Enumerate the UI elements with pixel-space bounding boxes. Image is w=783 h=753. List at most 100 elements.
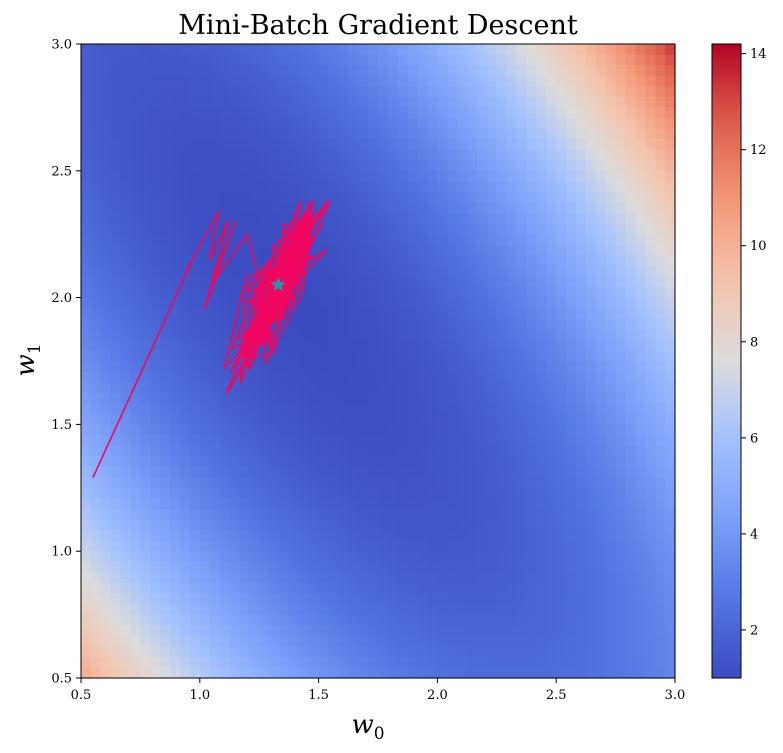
- heatmap-cell: [368, 403, 379, 415]
- heatmap-cell: [189, 65, 201, 77]
- heatmap-cell: [308, 350, 320, 362]
- heatmap-cell: [150, 656, 161, 669]
- heatmap-cell: [328, 582, 339, 595]
- heatmap-cell: [457, 117, 468, 130]
- heatmap-cell: [348, 86, 359, 98]
- heatmap-cell: [378, 213, 389, 225]
- heatmap-cell: [595, 551, 607, 563]
- heatmap-cell: [486, 128, 498, 140]
- heatmap-cell: [358, 107, 369, 119]
- heatmap-cell: [556, 202, 567, 214]
- heatmap-cell: [585, 487, 597, 499]
- heatmap-cell: [338, 551, 349, 563]
- heatmap-cell: [595, 318, 607, 330]
- heatmap-cell: [269, 382, 280, 394]
- heatmap-cell: [556, 656, 567, 669]
- heatmap-cell: [387, 96, 399, 108]
- heatmap-cell: [546, 656, 557, 669]
- heatmap-cell: [189, 117, 201, 130]
- heatmap-cell: [536, 170, 547, 182]
- heatmap-cell: [665, 202, 676, 214]
- heatmap-cell: [209, 86, 221, 98]
- heatmap-cell: [477, 477, 488, 489]
- heatmap-cell: [90, 128, 102, 140]
- heatmap-cell: [189, 646, 201, 658]
- heatmap-cell: [427, 667, 438, 679]
- heatmap-cell: [506, 329, 518, 341]
- heatmap-cell: [605, 170, 617, 182]
- heatmap-cell: [417, 191, 429, 204]
- heatmap-cell: [239, 75, 250, 87]
- heatmap-cell: [298, 339, 310, 352]
- heatmap-cell: [150, 614, 161, 626]
- heatmap-cell: [120, 255, 132, 267]
- heatmap-cell: [457, 477, 468, 489]
- heatmap-cell: [576, 318, 587, 330]
- heatmap-cell: [160, 382, 171, 394]
- heatmap-cell: [348, 667, 359, 679]
- heatmap-cell: [447, 424, 458, 436]
- heatmap-cell: [219, 445, 231, 457]
- heatmap-cell: [358, 456, 369, 468]
- heatmap-cell: [199, 625, 211, 637]
- heatmap-cell: [229, 329, 240, 341]
- heatmap-cell: [338, 117, 349, 130]
- heatmap-cell: [486, 371, 498, 383]
- heatmap-cell: [348, 191, 359, 204]
- heatmap-cell: [170, 244, 181, 256]
- heatmap-cell: [447, 593, 458, 605]
- heatmap-cell: [427, 614, 438, 626]
- heatmap-cell: [189, 434, 201, 447]
- heatmap-cell: [130, 160, 141, 172]
- heatmap-cell: [417, 117, 429, 130]
- heatmap-cell: [467, 329, 478, 341]
- heatmap-cell: [229, 561, 240, 573]
- heatmap-cell: [496, 191, 508, 204]
- heatmap-cell: [279, 107, 290, 119]
- heatmap-cell: [90, 403, 102, 415]
- heatmap-cell: [130, 139, 141, 151]
- heatmap-cell: [180, 287, 191, 299]
- heatmap-cell: [318, 361, 330, 373]
- heatmap-cell: [655, 551, 666, 563]
- heatmap-cell: [199, 614, 211, 626]
- heatmap-cell: [160, 561, 171, 573]
- heatmap-cell: [81, 667, 92, 679]
- heatmap-cell: [229, 308, 240, 320]
- heatmap-cell: [447, 191, 458, 204]
- heatmap-cell: [417, 287, 429, 299]
- heatmap-cell: [625, 582, 636, 595]
- heatmap-cell: [407, 139, 419, 151]
- heatmap-cell: [81, 44, 92, 56]
- heatmap-cell: [110, 350, 122, 362]
- heatmap-cell: [120, 329, 132, 341]
- heatmap-cell: [447, 318, 458, 330]
- heatmap-cell: [566, 445, 577, 457]
- heatmap-cell: [556, 255, 567, 267]
- heatmap-cell: [655, 86, 666, 98]
- heatmap-cell: [496, 392, 508, 404]
- heatmap-cell: [566, 86, 577, 98]
- heatmap-cell: [348, 477, 359, 489]
- heatmap-cell: [348, 234, 359, 246]
- heatmap-cell: [189, 287, 201, 299]
- heatmap-cell: [556, 181, 567, 193]
- heatmap-cell: [645, 329, 656, 341]
- heatmap-cell: [120, 582, 132, 595]
- heatmap-cell: [120, 382, 132, 394]
- heatmap-cell: [368, 614, 379, 626]
- heatmap-cell: [595, 582, 607, 595]
- heatmap-cell: [635, 149, 646, 161]
- heatmap-cell: [566, 667, 577, 679]
- heatmap-cell: [259, 170, 270, 182]
- heatmap-cell: [467, 297, 478, 309]
- heatmap-cell: [546, 614, 557, 626]
- heatmap-cell: [318, 498, 330, 510]
- heatmap-cell: [407, 625, 419, 637]
- heatmap-cell: [556, 667, 567, 679]
- heatmap-cell: [308, 361, 320, 373]
- heatmap-cell: [308, 487, 320, 499]
- heatmap-cell: [358, 572, 369, 584]
- heatmap-cell: [526, 646, 537, 658]
- heatmap-cell: [516, 593, 528, 605]
